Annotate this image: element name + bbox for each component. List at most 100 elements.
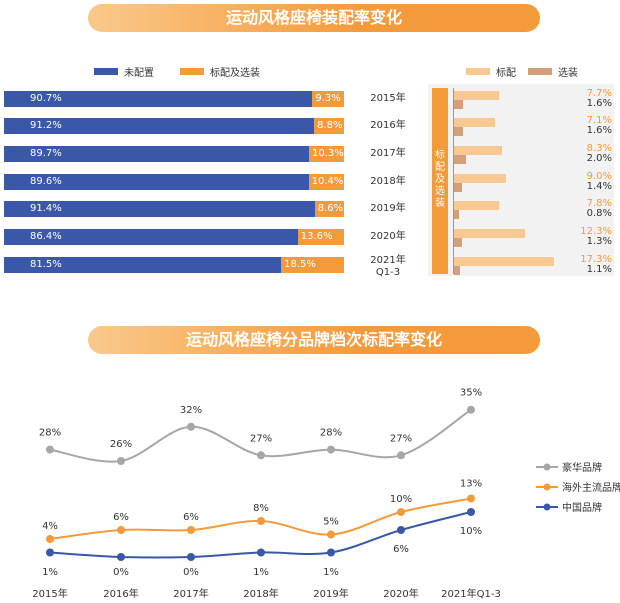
chinese-brand-point: [257, 548, 265, 557]
legend-swatch-blue: [94, 68, 118, 75]
value-label-standard: 7.7%: [586, 88, 612, 99]
value-label-optional: 2.0%: [586, 153, 612, 164]
value-label-standard: 12.3%: [580, 226, 612, 237]
bar-optional: [454, 266, 461, 275]
luxury-brand-data-label: 32%: [180, 405, 202, 416]
chinese-brand-data-label: 0%: [113, 567, 129, 578]
bar-value-label: 18.5%: [284, 259, 316, 270]
chart-title-banner-top: 运动风格座椅装配率变化: [88, 4, 540, 32]
overseas-mainstream-brand-point: [467, 494, 475, 503]
bar-value-label: 91.4%: [30, 203, 62, 214]
overseas-mainstream-brand-data-label: 6%: [183, 512, 199, 523]
legend-label: 未配置: [124, 68, 154, 79]
overseas-mainstream-brand-point: [46, 535, 54, 543]
overseas-mainstream-brand-data-label: 4%: [42, 521, 58, 532]
value-label-standard: 9.0%: [586, 171, 612, 182]
bar-optional: [454, 100, 464, 109]
legend-marker: [543, 483, 551, 491]
vertical-label-char: 配: [435, 162, 445, 173]
luxury-brand-data-label: 27%: [390, 433, 412, 444]
bar-segment-standard-optional: 13.6%: [297, 229, 344, 245]
legend-marker: [543, 463, 551, 471]
stacked-bar-row: 91.4% 8.6%: [4, 201, 344, 217]
bar-value-label: 86.4%: [30, 231, 62, 242]
left-legend-standard-optional: 标配及选装: [180, 64, 260, 79]
value-label-optional: 1.3%: [586, 236, 612, 247]
standard-optional-vertical-bar: [432, 88, 448, 274]
stacked-bar-row: 86.4% 13.6%: [4, 229, 344, 245]
bar-value-label: 8.6%: [317, 203, 344, 214]
stacked-bar-row: 90.7% 9.3%: [4, 91, 344, 107]
bar-standard: [454, 146, 502, 155]
value-label-optional: 1.6%: [586, 98, 612, 109]
x-tick-label: 2018年: [243, 587, 278, 600]
bar-optional: [454, 127, 464, 136]
luxury-brand-point: [46, 445, 54, 454]
bar-segment-unconfigured: 86.4%: [4, 229, 298, 245]
value-label-optional: 0.8%: [586, 208, 612, 219]
bar-value-label: 91.2%: [30, 120, 62, 131]
bar-segment-unconfigured: 81.5%: [4, 257, 282, 273]
legend-label: 中国品牌: [562, 501, 602, 514]
legend-label: 海外主流品牌: [562, 481, 620, 494]
x-tick-label: 2019年: [313, 587, 348, 600]
luxury-brand-point: [327, 445, 335, 454]
bar-value-label: 90.7%: [30, 93, 62, 104]
chinese-brand-point: [46, 548, 54, 557]
luxury-brand-point: [187, 422, 195, 431]
overseas-mainstream-brand-point: [257, 517, 265, 525]
bar-standard: [454, 201, 500, 210]
legend-marker: [543, 503, 551, 511]
chart-title-banner-bottom: 运动风格座椅分品牌档次标配率变化: [88, 326, 540, 354]
bar-segment-unconfigured: 91.2%: [4, 118, 315, 134]
vertical-label-char: 及: [435, 174, 445, 185]
bar-segment-unconfigured: 89.7%: [4, 146, 309, 162]
bar-standard: [454, 91, 499, 100]
chinese-brand-data-label: 1%: [253, 567, 269, 578]
year-label-line: 2015年: [370, 93, 406, 104]
value-label-standard: 8.3%: [586, 143, 612, 154]
overseas-mainstream-brand-data-label: 13%: [460, 479, 482, 490]
bar-segment-standard-optional: 9.3%: [312, 91, 344, 107]
bar-segment-standard-optional: 10.3%: [308, 146, 344, 162]
value-label-optional: 1.4%: [586, 181, 612, 192]
year-label-line: 2017年: [370, 148, 406, 159]
chinese-brand-point: [397, 526, 405, 534]
left-legend-unconfigured: 未配置: [94, 64, 154, 79]
bar-value-label: 10.4%: [311, 176, 344, 187]
x-tick-label: 2017年: [173, 587, 208, 600]
overseas-mainstream-brand-point: [117, 526, 125, 534]
value-label-optional: 1.6%: [586, 125, 612, 136]
luxury-brand-data-label: 28%: [39, 428, 61, 439]
bar-standard: [454, 257, 554, 266]
legend-swatch-tan: [528, 68, 552, 75]
chinese-brand-point: [117, 553, 125, 561]
stacked-bar-row: 91.2% 8.8%: [4, 118, 344, 134]
brand-tier-line-chart: 28% 26% 32% 27% 28% 27% 35% 4% 6% 6% 8% 5% 10% 13% 1% 0…: [32, 388, 620, 600]
x-tick-label: 2020年: [383, 587, 418, 600]
legend-label: 标配: [496, 68, 516, 79]
legend-label: 豪华品牌: [562, 461, 602, 474]
luxury-brand-data-label: 27%: [250, 433, 272, 444]
legend-swatch-light-orange: [466, 68, 490, 75]
overseas-mainstream-brand-data-label: 6%: [113, 512, 129, 523]
bar-optional: [454, 238, 462, 247]
bar-value-label: 9.3%: [315, 93, 341, 104]
x-tick-label: 2021年Q1-3: [441, 587, 501, 600]
right-legend-optional: 选装: [528, 64, 578, 79]
year-label: 2021年 Q1-3: [356, 255, 420, 279]
luxury-brand-point: [117, 457, 125, 465]
year-label-line: 2020年: [370, 231, 406, 242]
bar-standard: [454, 118, 496, 127]
chinese-brand-data-label: 0%: [183, 567, 199, 578]
year-label: 2016年: [356, 120, 420, 132]
year-label: 2018年: [356, 176, 420, 188]
vertical-label-char: 标: [435, 150, 445, 161]
bar-value-label: 13.6%: [300, 231, 333, 242]
overseas-mainstream-brand-data-label: 8%: [253, 503, 269, 514]
vertical-label-char: 选: [435, 186, 445, 197]
bar-segment-unconfigured: 91.4%: [4, 201, 315, 217]
bar-value-label: 8.8%: [317, 120, 343, 131]
year-label-line: 2018年: [370, 176, 406, 187]
bar-segment-standard-optional: 8.6%: [314, 201, 344, 217]
